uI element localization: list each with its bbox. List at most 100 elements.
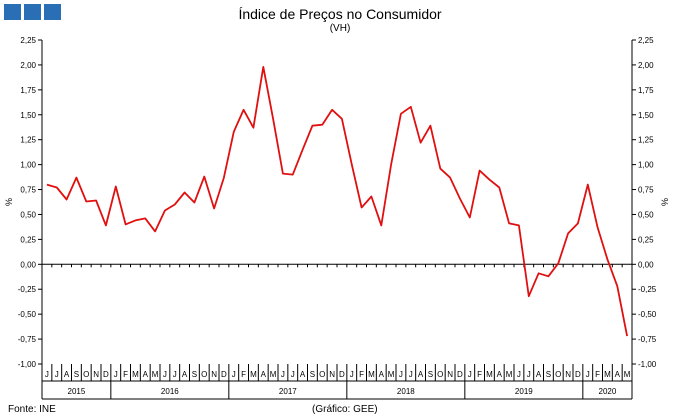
- y-tick-label-right: 1,75: [638, 86, 654, 95]
- y-tick-label-right: -0,25: [638, 285, 657, 294]
- month-label: O: [555, 370, 561, 379]
- month-label: O: [437, 370, 443, 379]
- month-label: J: [527, 370, 531, 379]
- month-label: S: [192, 370, 197, 379]
- month-label: J: [55, 370, 59, 379]
- month-label: N: [211, 370, 217, 379]
- month-label: J: [45, 370, 49, 379]
- month-label: A: [497, 370, 503, 379]
- month-label: N: [93, 370, 99, 379]
- y-axis-unit-left: %: [4, 198, 14, 206]
- month-label: A: [615, 370, 621, 379]
- month-label: O: [83, 370, 89, 379]
- month-label: J: [291, 370, 295, 379]
- y-tick-label-right: 2,25: [638, 36, 654, 45]
- y-axis-unit-right: %: [660, 198, 670, 206]
- month-label: A: [143, 370, 149, 379]
- month-label: S: [74, 370, 79, 379]
- month-label: A: [182, 370, 188, 379]
- y-tick-label-left: 2,25: [20, 36, 36, 45]
- y-tick-label-right: -1,00: [638, 360, 657, 369]
- month-label: M: [368, 370, 375, 379]
- y-tick-label-right: 0,75: [638, 186, 654, 195]
- month-label: A: [64, 370, 70, 379]
- month-label: J: [281, 370, 285, 379]
- y-tick-label-left: -0,50: [18, 310, 37, 319]
- month-label: M: [270, 370, 277, 379]
- year-label: 2016: [161, 387, 179, 396]
- month-label: M: [388, 370, 395, 379]
- month-label: J: [114, 370, 118, 379]
- month-label: M: [132, 370, 139, 379]
- logo-block-3: [44, 4, 61, 20]
- y-tick-label-right: 0,25: [638, 235, 654, 244]
- y-tick-label-right: 1,00: [638, 161, 654, 170]
- y-tick-label-left: 0,00: [20, 260, 36, 269]
- year-label: 2020: [599, 387, 617, 396]
- chart-subtitle: (VH): [329, 23, 351, 34]
- y-tick-label-right: 0,50: [638, 210, 654, 219]
- month-label: S: [428, 370, 433, 379]
- month-label: D: [103, 370, 109, 379]
- y-tick-label-left: 1,50: [20, 111, 36, 120]
- month-label: D: [339, 370, 345, 379]
- month-label: D: [575, 370, 581, 379]
- month-label: M: [506, 370, 513, 379]
- month-label: M: [486, 370, 493, 379]
- month-label: F: [477, 370, 482, 379]
- y-tick-label-right: -0,50: [638, 310, 657, 319]
- month-label: D: [221, 370, 227, 379]
- year-label: 2019: [515, 387, 533, 396]
- month-label: S: [546, 370, 551, 379]
- month-label: O: [319, 370, 325, 379]
- month-label: F: [241, 370, 246, 379]
- month-label: A: [536, 370, 542, 379]
- month-label: S: [310, 370, 315, 379]
- year-label: 2018: [397, 387, 415, 396]
- series-line: [46, 66, 628, 337]
- y-tick-label-left: -1,00: [18, 360, 37, 369]
- y-tick-label-left: 0,75: [20, 186, 36, 195]
- chart-credit: (Gráfico: GEE): [312, 404, 378, 415]
- month-label: A: [379, 370, 385, 379]
- month-label: M: [604, 370, 611, 379]
- month-label: A: [261, 370, 267, 379]
- logo-block-1: [4, 4, 21, 20]
- month-label: M: [152, 370, 159, 379]
- month-label: J: [586, 370, 590, 379]
- month-label: J: [350, 370, 354, 379]
- y-tick-label-left: 0,25: [20, 235, 36, 244]
- y-tick-label-left: 1,25: [20, 136, 36, 145]
- month-label: N: [329, 370, 335, 379]
- month-label: F: [595, 370, 600, 379]
- month-label: J: [409, 370, 413, 379]
- y-tick-label-right: 1,50: [638, 111, 654, 120]
- month-label: F: [359, 370, 364, 379]
- chart-title: Índice de Preços no Consumidor: [238, 6, 442, 22]
- month-label: A: [300, 370, 306, 379]
- y-tick-label-left: 2,00: [20, 61, 36, 70]
- y-tick-label-right: 2,00: [638, 61, 654, 70]
- month-label: N: [447, 370, 453, 379]
- month-label: J: [468, 370, 472, 379]
- month-label: J: [163, 370, 167, 379]
- y-tick-label-right: 1,25: [638, 136, 654, 145]
- month-label: N: [565, 370, 571, 379]
- year-label: 2017: [279, 387, 297, 396]
- month-label: J: [173, 370, 177, 379]
- month-label: O: [201, 370, 207, 379]
- month-label: D: [457, 370, 463, 379]
- source-note: Fonte: INE: [8, 404, 56, 415]
- y-tick-label-left: -0,25: [18, 285, 37, 294]
- y-tick-label-left: 0,50: [20, 210, 36, 219]
- month-label: F: [123, 370, 128, 379]
- month-label: J: [517, 370, 521, 379]
- y-tick-label-left: -0,75: [18, 335, 37, 344]
- month-label: M: [250, 370, 257, 379]
- y-tick-label-left: 1,75: [20, 86, 36, 95]
- month-label: J: [399, 370, 403, 379]
- y-tick-label-right: -0,75: [638, 335, 657, 344]
- y-tick-label-left: 1,00: [20, 161, 36, 170]
- y-tick-label-right: 0,00: [638, 260, 654, 269]
